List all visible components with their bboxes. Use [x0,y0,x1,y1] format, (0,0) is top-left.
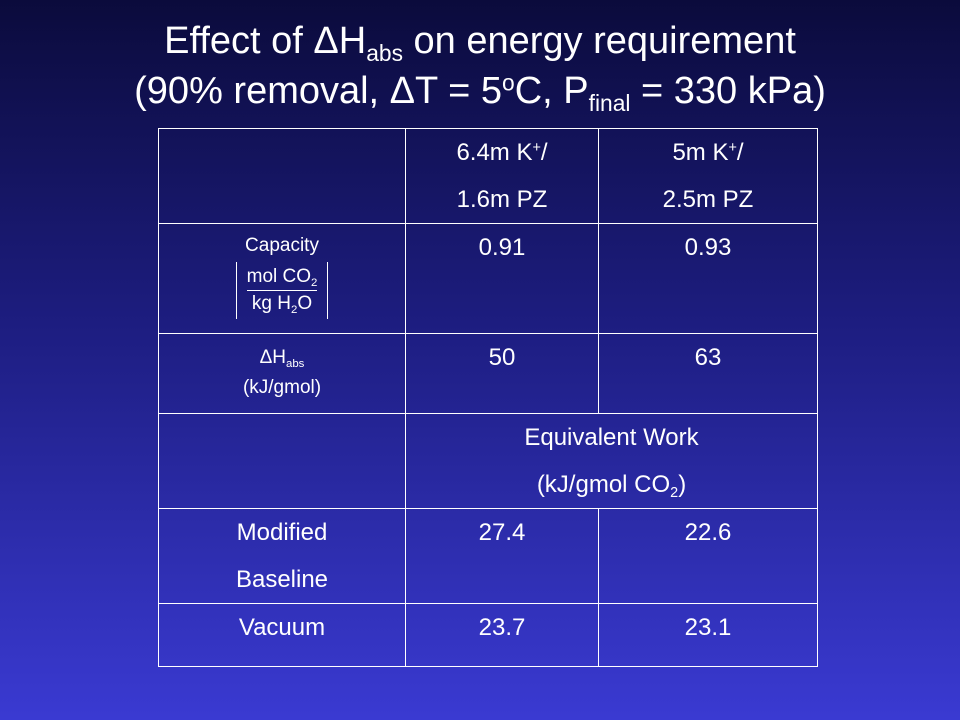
text: O [297,293,313,314]
row: Capacity mol CO2 kg H2O 0.91 0.93 [158,223,818,334]
text: Baseline [235,566,329,593]
text: (kJ/gmol CO [536,471,671,498]
cell: 50 [405,333,599,414]
header-cell: 5m K+/ 2.5m PZ [598,128,818,224]
unit-fraction: mol CO2 kg H2O [235,262,329,319]
cell [158,128,406,224]
text: / [540,139,548,166]
text: / [736,139,744,166]
text: Equivalent Work [524,424,699,451]
cell: 27.4 [405,508,599,604]
row-label: Modified Baseline [158,508,406,604]
text: Effect of [164,20,314,62]
subscript: abs [286,357,305,370]
superscript: + [532,140,541,157]
superscript: + [728,140,737,157]
row-label: ΔHabs (kJ/gmol) [158,333,406,414]
row: Vacuum 23.7 23.1 [158,603,818,667]
text: (90% removal, ΔT = 5 [134,70,503,112]
text: Modified [236,519,328,546]
section-cell: Equivalent Work (kJ/gmol CO2) [405,413,818,509]
text: mol CO [246,266,312,287]
row: Modified Baseline 27.4 22.6 [158,508,818,604]
cell: 23.7 [405,603,599,667]
row-label: Capacity mol CO2 kg H2O [158,223,406,334]
text: 6.4m K [456,139,533,166]
subscript: 2 [290,303,298,316]
cell [158,413,406,509]
subscript: final [588,89,631,116]
cell: 63 [598,333,818,414]
cell: 23.1 [598,603,818,667]
data-table: 6.4m K+/1.6m PZ 5m K+/2.5m PZ Capacity m… [158,128,818,667]
text: kg H [251,293,291,314]
subscript: abs [366,39,403,66]
text: on energy requirement [402,20,796,62]
row-label: Vacuum [158,603,406,667]
superscript: o [502,69,515,96]
title-line: Effect of ΔHabs on energy requirement [0,16,960,66]
title-line: (90% removal, ΔT = 5oC, Pfinal = 330 kPa… [0,66,960,116]
text: (kJ/gmol) [242,377,322,398]
text: ΔH [259,347,287,368]
text: = 330 kPa) [630,70,826,112]
text: Capacity [245,235,319,256]
section-row: Equivalent Work (kJ/gmol CO2) [158,413,818,509]
subscript: 2 [670,485,679,502]
text: C, P [514,70,589,112]
subscript: 2 [311,276,318,289]
cell: 0.93 [598,223,818,334]
text: ΔH [313,20,367,62]
text: 2.5m PZ [662,186,754,213]
text: 1.6m PZ [456,186,548,213]
cell: 22.6 [598,508,818,604]
row: ΔHabs (kJ/gmol) 50 63 [158,333,818,414]
header-row: 6.4m K+/1.6m PZ 5m K+/2.5m PZ [158,128,818,224]
text: ) [678,471,687,498]
cell: 0.91 [405,223,599,334]
header-cell: 6.4m K+/ 1.6m PZ [405,128,599,224]
title: Effect of ΔHabs on energy requirement (9… [0,16,960,116]
text: 5m K [672,139,729,166]
